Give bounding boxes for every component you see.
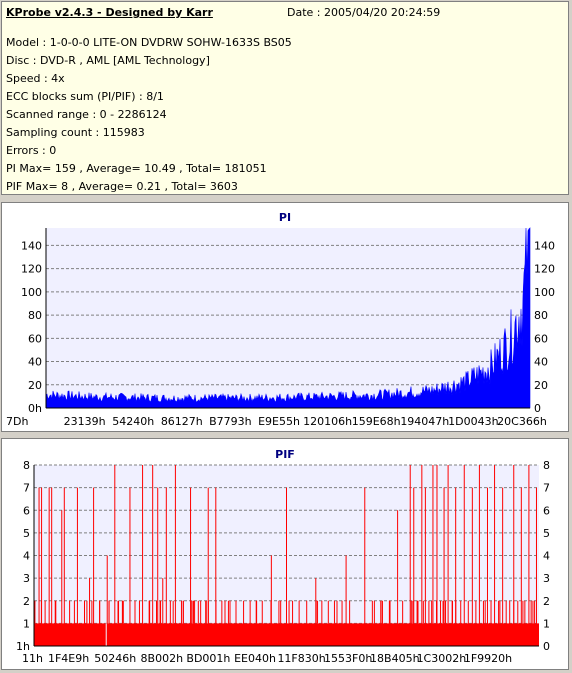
pif-chart-title: PIF [275, 448, 295, 461]
x-tick-label: 11F830h [277, 652, 325, 665]
y-tick-label: 60 [28, 332, 42, 345]
x-tick-label: 7Dh [6, 415, 28, 428]
x-tick-label: 159E68h [352, 415, 401, 428]
y-tick-label: 1 [23, 617, 30, 630]
y-tick-label: 6 [23, 504, 30, 517]
pif-chart: PIF 1h 0 1 1 2 2 3 3 4 4 5 5 6 6 7 7 8 8 11h 1F4E9h 50246h 8B… [16, 448, 550, 665]
pi-chart-panel: PI 0h 0 20 20 40 40 60 60 80 80 100 100 120 120 140 140… [1, 202, 569, 432]
y-tick-label: 0h [28, 402, 42, 415]
y-tick-label-right: 140 [534, 239, 555, 252]
y-tick-label: 20 [28, 379, 42, 392]
pi-chart: PI 0h 0 20 20 40 40 60 60 80 80 100 100 120 120 140 140… [6, 211, 555, 428]
y-tick-label-right: 20 [534, 379, 548, 392]
y-tick-label-right: 40 [534, 356, 548, 369]
app-title: KProbe v2.4.3 - Designed by Karr [6, 6, 213, 19]
y-tick-label: 1h [16, 640, 30, 653]
info-panel: KProbe v2.4.3 - Designed by Karr Date : … [1, 1, 569, 195]
y-tick-label-right: 120 [534, 263, 555, 276]
y-tick-label-right: 100 [534, 286, 555, 299]
y-tick-label: 140 [21, 239, 42, 252]
pif-chart-panel: PIF 1h 0 1 1 2 2 3 3 4 4 5 5 6 6 7 7 8 8 11h 1F4E9h 50246h 8B… [1, 438, 569, 670]
y-tick-label: 2 [23, 595, 30, 608]
x-tick-label: 1C3002h [417, 652, 467, 665]
y-tick-label-right: 0 [534, 402, 541, 415]
info-model: Model : 1-0-0-0 LITE-ON DVDRW SOHW-1633S… [6, 36, 292, 49]
info-range: Scanned range : 0 - 2286124 [6, 108, 167, 121]
x-tick-label: 23139h [64, 415, 106, 428]
y-tick-label-right: 1 [543, 617, 550, 630]
x-tick-label: 86127h [161, 415, 203, 428]
x-tick-label: 1D0043h [448, 415, 498, 428]
info-sampling: Sampling count : 115983 [6, 126, 145, 139]
y-tick-label: 5 [23, 527, 30, 540]
info-disc: Disc : DVD-R , AML [AML Technology] [6, 54, 210, 67]
x-tick-label: 120106h [303, 415, 352, 428]
y-tick-label: 120 [21, 263, 42, 276]
y-tick-label-right: 2 [543, 595, 550, 608]
x-tick-label: 20C366h [497, 415, 547, 428]
x-tick-label: 194047h [400, 415, 449, 428]
x-tick-label: BD001h [186, 652, 230, 665]
info-pi-stats: PI Max= 159 , Average= 10.49 , Total= 18… [6, 162, 267, 175]
y-tick-label: 80 [28, 309, 42, 322]
y-tick-label-right: 6 [543, 504, 550, 517]
info-pif-stats: PIF Max= 8 , Average= 0.21 , Total= 3603 [6, 180, 238, 193]
x-tick-label: 1F4E9h [48, 652, 89, 665]
x-tick-label: E9E55h [258, 415, 300, 428]
x-tick-label: 11h [22, 652, 43, 665]
y-tick-label-right: 80 [534, 309, 548, 322]
x-tick-label: 54240h [112, 415, 154, 428]
x-tick-label: 1F9920h [464, 652, 512, 665]
y-tick-label-right: 60 [534, 332, 548, 345]
y-tick-label: 40 [28, 356, 42, 369]
x-tick-label: 8B002h [141, 652, 184, 665]
y-tick-label-right: 7 [543, 482, 550, 495]
y-tick-label: 8 [23, 459, 30, 472]
y-tick-label-right: 4 [543, 550, 550, 563]
y-tick-label: 4 [23, 550, 30, 563]
x-tick-label: 50246h [94, 652, 136, 665]
y-tick-label-right: 5 [543, 527, 550, 540]
pi-chart-title: PI [279, 211, 291, 224]
info-speed: Speed : 4x [6, 72, 65, 85]
y-tick-label: 7 [23, 482, 30, 495]
x-tick-label: B7793h [209, 415, 252, 428]
y-tick-label: 100 [21, 286, 42, 299]
info-errors: Errors : 0 [6, 144, 57, 157]
y-tick-label-right: 3 [543, 572, 550, 585]
scan-date: Date : 2005/04/20 20:24:59 [287, 6, 441, 19]
plot-area [46, 228, 530, 408]
pi-series-area [45, 227, 531, 409]
pif-gap [105, 623, 108, 646]
y-tick-label: 3 [23, 572, 30, 585]
x-tick-label: 1553F0h [324, 652, 372, 665]
x-tick-label: EE040h [234, 652, 276, 665]
x-tick-label: 18B405h [370, 652, 420, 665]
y-tick-label-right: 0 [543, 640, 550, 653]
info-ecc: ECC blocks sum (PI/PIF) : 8/1 [6, 90, 164, 103]
y-tick-label-right: 8 [543, 459, 550, 472]
